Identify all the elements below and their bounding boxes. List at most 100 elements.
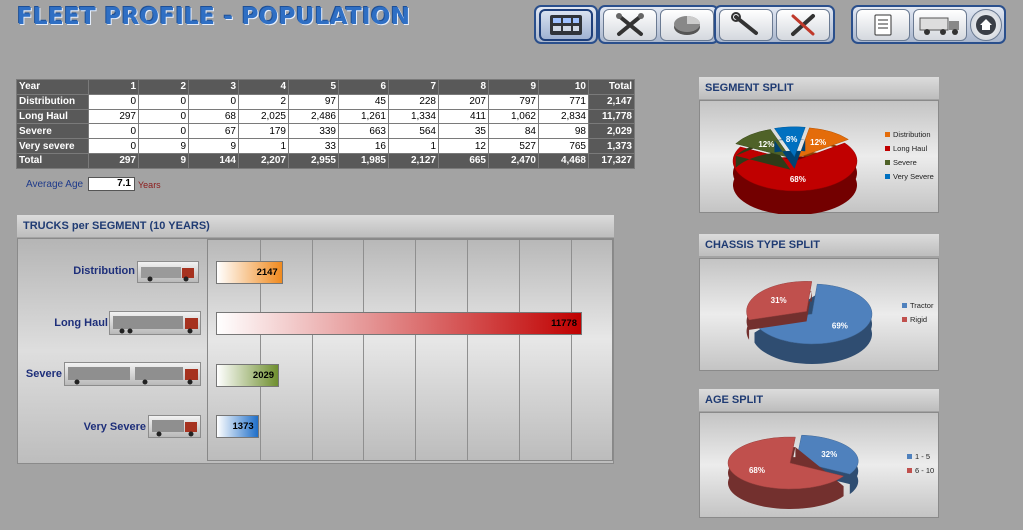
table-cell: 564 [388,123,439,140]
truck-button[interactable] [913,8,967,41]
wrench-button[interactable] [719,8,773,41]
bar-value-label: 1373 [232,421,254,432]
chassis-split-panel: 69% 31% Tractor Rigid [699,258,939,371]
legend-swatch [902,317,907,322]
table-header-row: Year 1 2 3 4 5 6 7 8 9 10 Total [16,79,635,95]
legend-swatch [902,303,907,308]
document-button[interactable] [856,8,910,41]
legend-label: 1 - 5 [915,452,930,461]
table-total-row: Total 297 9 144 2,207 2,955 1,985 2,127 … [16,152,635,169]
pie-chart-icon [674,15,700,35]
screwdriver-wrench-icon [791,13,815,36]
segment-split-title: SEGMENT SPLIT [699,77,939,99]
legend-label: Long Haul [893,144,928,153]
document-icon [874,14,892,35]
legend-swatch [885,160,890,165]
table-cell: 84 [488,123,539,140]
table-cell: 297 [88,108,139,125]
table-cell: 1 [238,138,289,154]
pie-value-label: 31% [771,296,787,305]
bar-value-label: 11778 [551,318,578,329]
table-cell: 663 [338,123,389,140]
toolbar-group-maintenance [714,5,835,44]
page-title: FLEET PROFILE - POPULATION [17,4,411,30]
legend-swatch [885,174,890,179]
pie-value-label: 68% [749,466,765,475]
table-cell: 1 [388,138,439,154]
legend-label: Distribution [893,130,931,139]
bar-value-label: 2147 [256,267,278,278]
pie-value-label: 8% [786,135,798,144]
table-header-cell: 9 [488,79,539,95]
pie-value-label: 12% [758,140,774,149]
gridline [518,240,520,460]
average-age-value: 7.1 [88,177,135,191]
table-header-cell: 8 [438,79,489,95]
legend-swatch [907,468,912,473]
table-cell: 771 [538,93,589,110]
legend-label: Severe [893,158,917,167]
table-cell: 0 [88,138,139,154]
table-cell: 0 [138,123,189,140]
table-cell: 35 [438,123,489,140]
table-row: Distribution 0 0 0 2 97 45 228 207 797 7… [16,93,635,110]
table-cell: 97 [288,93,339,110]
total-cell: 4,468 [538,152,589,169]
table-cell: 2,834 [538,108,589,125]
trucks-bar-chart: 2147 11778 2029 1373 [207,239,613,461]
grand-total: 17,327 [588,152,635,169]
table-row: Very severe 0 9 9 1 33 16 1 12 527 765 1… [16,138,635,154]
bar-distribution: 2147 [216,261,283,284]
total-cell: 9 [138,152,189,169]
very-severe-truck-image [148,415,201,438]
table-header-cell: 3 [188,79,239,95]
legend-swatch [885,132,890,137]
segment-label-long-haul: Long Haul [54,317,108,329]
tools-cross-icon [616,12,644,36]
fleet-overview-button[interactable] [539,8,593,41]
table-cell: 0 [188,93,239,110]
table-cell: 765 [538,138,589,154]
tools-button[interactable] [603,8,657,41]
pie-chart-button[interactable] [660,8,714,41]
table-cell: 411 [438,108,489,125]
table-cell: 16 [338,138,389,154]
pie-slice-rigid [746,281,813,321]
bar-long-haul: 11778 [216,312,583,335]
row-total: 1,373 [588,138,635,154]
segment-label-distribution: Distribution [73,265,135,277]
table-cell: 179 [238,123,289,140]
total-cell: 2,207 [238,152,289,169]
total-cell: 2,127 [388,152,439,169]
age-split-title: AGE SPLIT [699,389,939,411]
fleet-overview-icon [550,14,582,35]
table-cell: 33 [288,138,339,154]
table-header-cell: 10 [538,79,589,95]
table-cell: 2 [238,93,289,110]
row-total: 2,147 [588,93,635,110]
severe-truck-image [64,362,201,386]
legend-label: Rigid [910,315,927,324]
table-row: Severe 0 0 67 179 339 663 564 35 84 98 2… [16,123,635,140]
table-cell: 2,025 [238,108,289,125]
table-cell: 12 [438,138,489,154]
home-icon [976,14,996,35]
legend-label: Tractor [910,301,934,310]
pie-value-label: 69% [832,321,848,330]
row-total: 2,029 [588,123,635,140]
gridline [415,240,417,460]
legend-label: 6 - 10 [915,466,934,475]
table-cell: 2,486 [288,108,339,125]
wrench-icon [731,11,758,35]
gridline [259,240,261,460]
truck-icon [919,17,959,35]
total-cell: 1,985 [338,152,389,169]
table-cell: 0 [88,123,139,140]
home-button[interactable] [970,8,1002,41]
screwdriver-wrench-button[interactable] [776,8,830,41]
total-cell: 144 [188,152,239,169]
trucks-panel-title: TRUCKS per SEGMENT (10 YEARS) [17,215,614,237]
table-cell: 228 [388,93,439,110]
table-cell: 339 [288,123,339,140]
table-cell: 207 [438,93,489,110]
